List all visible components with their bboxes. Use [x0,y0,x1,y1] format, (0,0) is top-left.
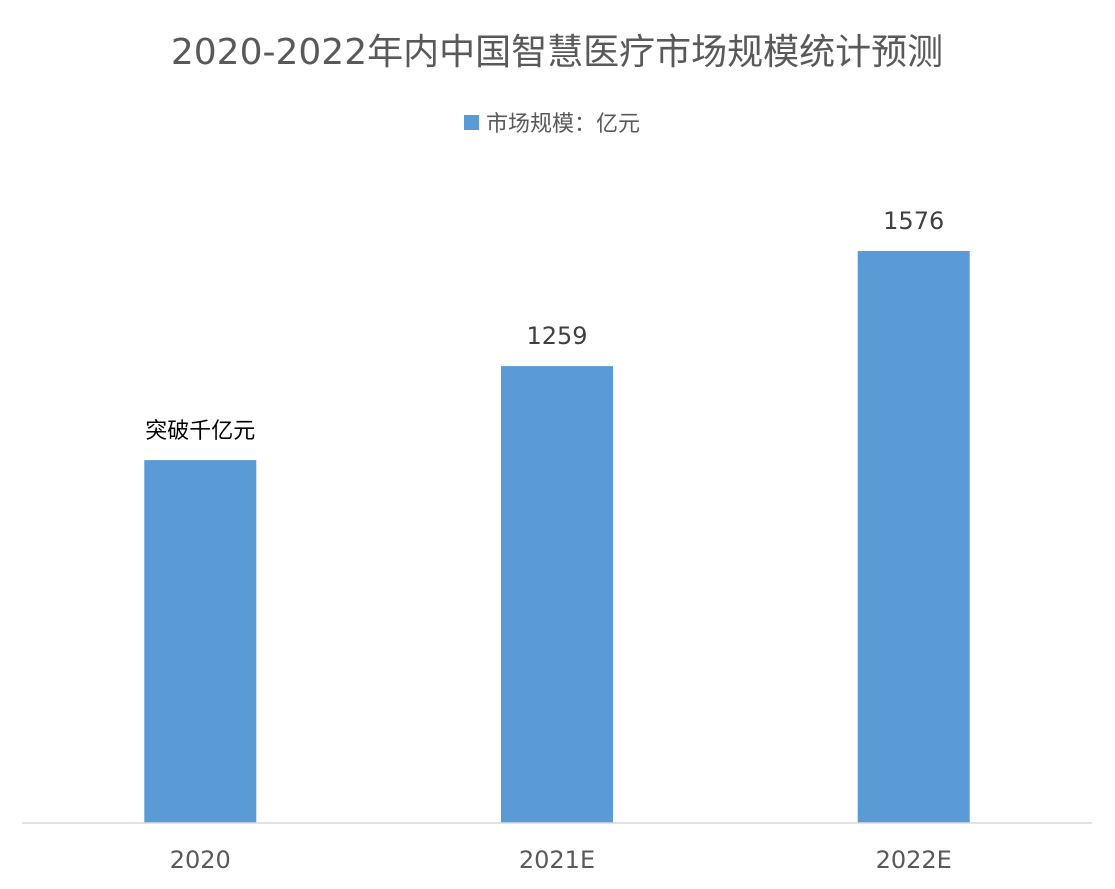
legend: 市场规模：亿元 [464,112,640,137]
x-tick-label-2020: 2020 [170,846,231,874]
chart-title: 2020-2022年内中国智慧医疗市场规模统计预测 [171,32,943,73]
data-label-2020: 突破千亿元 [145,419,255,444]
bar-2021E [501,366,613,823]
x-tick-label-2022E: 2022E [876,846,952,874]
x-tick-labels-group: 2020 2021E 2022E [170,846,952,874]
x-tick-label-2021E: 2021E [519,846,595,874]
legend-label: 市场规模：亿元 [486,112,640,137]
bar-2020 [144,460,257,823]
data-label-2022E: 1576 [883,207,944,235]
legend-swatch [464,115,479,130]
data-label-2021E: 1259 [526,322,587,350]
bars-group [144,251,970,823]
bar-2022E [857,251,970,823]
value-labels-group: 突破千亿元 1259 1576 [145,207,944,444]
